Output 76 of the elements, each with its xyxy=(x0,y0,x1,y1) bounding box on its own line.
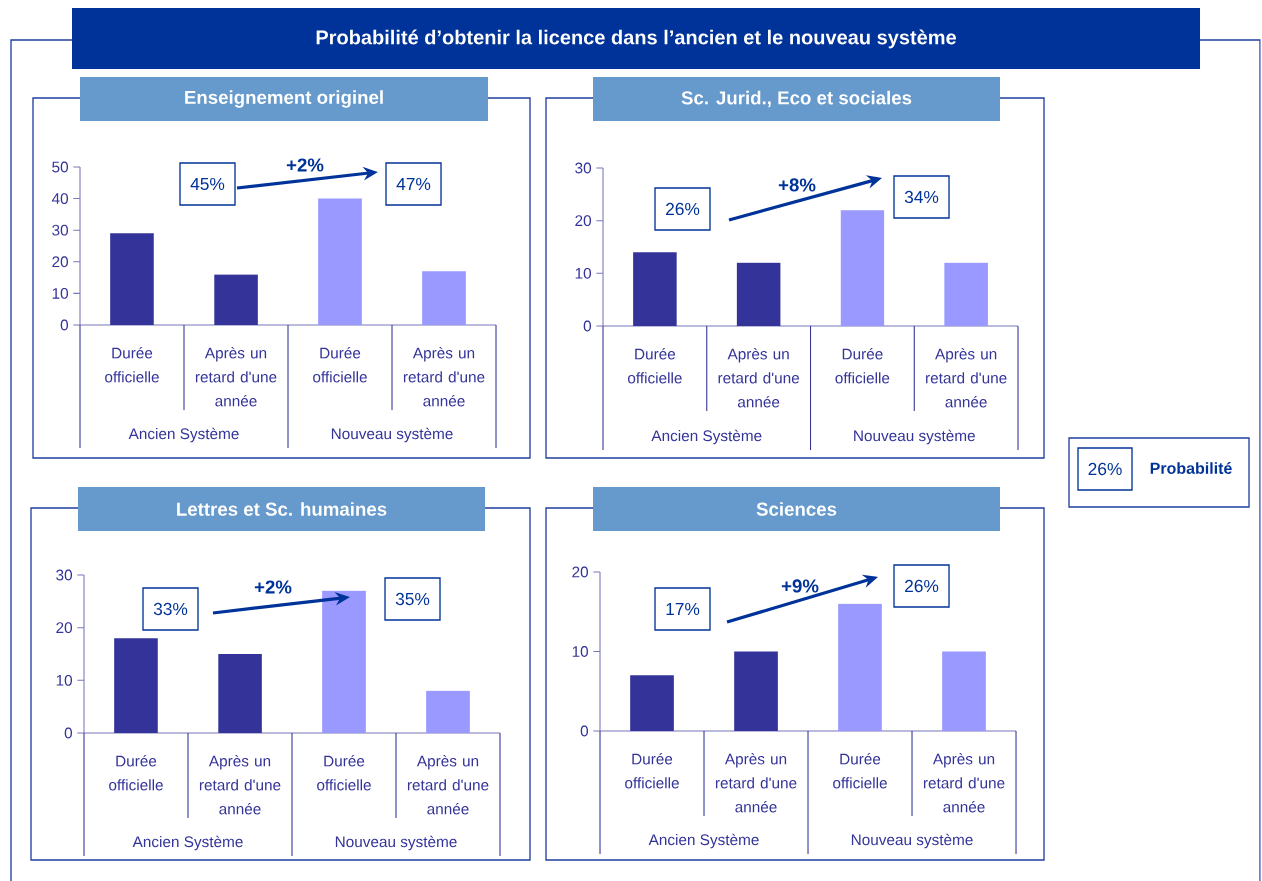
text: Nouveau système xyxy=(851,833,973,849)
annotation: +2% xyxy=(254,580,292,594)
x-tick-label: Après un retard d'une année xyxy=(407,755,489,815)
x-tick-label: Après un retard d'une année xyxy=(926,348,1007,408)
bar xyxy=(114,638,158,733)
annotation: 34% xyxy=(904,190,939,204)
text: Nouveau système xyxy=(331,427,453,443)
x-tick-label: Après un retard d'une année xyxy=(718,348,800,408)
y-tick-label: 30 xyxy=(56,569,73,581)
bar xyxy=(318,198,362,325)
annotation: 26% xyxy=(905,579,939,593)
y-tick-label: 20 xyxy=(56,622,73,634)
text: Nouveau système xyxy=(335,835,457,851)
annotation: +9% xyxy=(781,579,819,593)
bar xyxy=(426,690,470,733)
x-tick-label: Durée officielle xyxy=(835,348,890,384)
bar xyxy=(110,233,154,325)
text: Probabilité d’obtenir la licence dans l’ancien et le nouveau système xyxy=(316,29,956,49)
y-tick-label: 0 xyxy=(583,320,592,332)
text: 26% xyxy=(1088,462,1122,476)
y-tick-label: 40 xyxy=(51,193,69,205)
bar xyxy=(218,654,262,733)
x-tick-label: Après un retard d'une année xyxy=(715,753,797,813)
x-tick-label: Durée officielle xyxy=(625,753,679,789)
x-tick-label: Durée officielle xyxy=(627,348,682,384)
chart-title: Sc. Jurid., Eco et sociales xyxy=(681,90,912,108)
bar xyxy=(214,274,258,325)
chart-title: Sciences xyxy=(756,502,837,516)
bar xyxy=(734,651,778,731)
text: Ancien Système xyxy=(651,429,762,445)
bar xyxy=(633,252,677,326)
text: Ancien Système xyxy=(132,835,243,851)
annotation: +2% xyxy=(286,158,324,172)
x-tick-label: Durée officielle xyxy=(317,755,371,791)
y-tick-label: 20 xyxy=(572,566,589,578)
bar xyxy=(322,590,366,733)
annotation: 35% xyxy=(395,592,430,606)
bar xyxy=(422,271,466,325)
x-tick-label: Après un retard d'une année xyxy=(195,347,277,407)
x-tick-label: Durée officielle xyxy=(109,755,163,791)
y-tick-label: 20 xyxy=(575,215,592,227)
y-tick-label: 0 xyxy=(580,725,589,737)
bar xyxy=(736,262,781,326)
annotation: 33% xyxy=(153,602,188,616)
y-tick-label: 20 xyxy=(52,256,69,268)
y-tick-label: 0 xyxy=(60,319,69,331)
bar xyxy=(838,603,882,731)
text: Ancien Système xyxy=(128,427,239,443)
chart-title: Enseignement originel xyxy=(185,90,383,108)
y-tick-label: 0 xyxy=(64,727,73,739)
text: Probabilité xyxy=(1150,462,1232,474)
x-tick-label: Durée officielle xyxy=(313,347,367,383)
y-tick-label: 10 xyxy=(52,287,69,299)
annotation: 26% xyxy=(666,202,700,216)
y-tick-label: 10 xyxy=(56,674,73,686)
bar xyxy=(840,210,885,326)
x-tick-label: Durée officielle xyxy=(833,753,887,789)
annotation: 47% xyxy=(396,177,431,191)
y-tick-label: 50 xyxy=(52,161,69,173)
bar xyxy=(630,675,674,731)
bar xyxy=(944,262,988,326)
annotation: 17% xyxy=(666,602,700,616)
annotation: 45% xyxy=(190,177,225,191)
x-tick-label: Après un retard d'une année xyxy=(923,753,1005,813)
annotation: +8% xyxy=(778,178,816,192)
y-tick-label: 10 xyxy=(575,267,592,279)
chart-title: Lettres et Sc. humaines xyxy=(177,502,387,516)
bar xyxy=(942,651,986,731)
y-tick-label: 30 xyxy=(575,162,592,174)
x-tick-label: Durée officielle xyxy=(105,347,159,383)
y-tick-label: 10 xyxy=(572,646,589,657)
text: Ancien Système xyxy=(648,833,759,849)
y-tick-label: 30 xyxy=(52,224,69,236)
x-tick-label: Après un retard d'une année xyxy=(199,755,281,815)
text: Nouveau système xyxy=(854,429,975,445)
x-tick-label: Après un retard d'une année xyxy=(403,347,485,407)
